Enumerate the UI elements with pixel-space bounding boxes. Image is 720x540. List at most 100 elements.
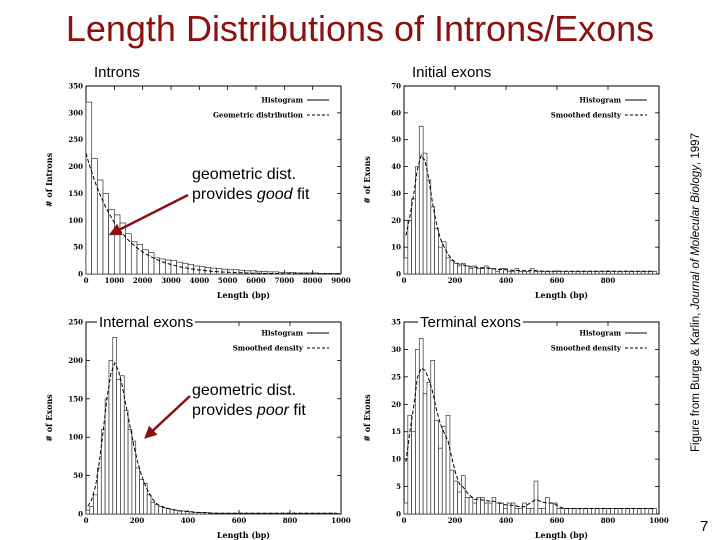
y-tick-label: 60 [391,108,401,117]
y-tick-label: 25 [391,372,401,381]
histogram-bar [629,508,634,515]
histogram-bar [130,241,138,275]
histogram-bar [441,425,447,515]
y-tick-label: 50 [73,243,83,252]
histogram-bar [411,198,416,275]
y-tick-label: 150 [68,189,83,198]
histogram-bar [93,494,98,515]
histogram-bar [91,158,98,275]
histogram-bar [173,509,179,515]
annotation-poor-line1: geometric dist. [192,382,297,399]
x-tick-label: 9000 [331,276,351,285]
histogram-bar [453,480,458,515]
x-tick-label: 800 [601,276,616,285]
density-curve [87,361,337,514]
annotation-good-line2: provides good fit [192,186,310,203]
histogram-bar [158,505,163,515]
x-axis-label: Length (bp) [535,290,588,300]
y-tick-label: 250 [68,318,83,327]
x-tick-label: 200 [448,516,463,525]
x-tick-label: 200 [448,276,463,285]
y-tick-label: 5 [396,482,401,491]
x-tick-label: 4000 [190,276,210,285]
histogram-bar [468,268,474,275]
histogram-bar [192,512,198,515]
histogram-bar [185,511,190,515]
chart-panel-0: 0 50 100 150 200 250 300 350 0 1000 2000 3000 4000 50… [44,82,351,301]
histogram-bar [430,206,435,275]
histogram-bar [407,219,413,275]
histogram-bar [506,270,512,275]
x-tick-label: 1000 [105,276,125,285]
histogram-bar [131,440,137,515]
y-tick-label: 350 [68,82,83,91]
figure-credit: Figure from Burge & Karlin, Journal of M… [690,133,702,452]
histogram-bar [529,268,535,275]
histogram-bar [625,508,631,515]
histogram-bar [526,508,531,515]
histogram-bar [464,497,470,515]
histogram-bar [85,101,93,275]
y-axis-label: # of Introns [44,152,54,207]
x-axis-label: Length (bp) [217,530,270,540]
y-tick-label: 20 [391,400,401,409]
x-tick-label: 800 [283,516,298,525]
histogram-bar [464,265,470,275]
x-tick-label: 3000 [161,276,181,285]
histogram-bar [176,261,183,275]
histogram-bar [606,508,611,515]
legend-label: Histogram [579,96,621,105]
histogram-bar [461,475,466,515]
histogram-bar [418,125,424,275]
y-axis-label: # of Exons [362,394,372,442]
annotation-poor-fit: geometric dist. provides poor fit [192,381,306,421]
y-tick-label: 20 [391,216,401,225]
histogram-bar [587,508,592,515]
histogram-bar [85,509,91,515]
histogram-bar [108,360,114,515]
histogram-bar [135,467,140,515]
histogram-bar [468,497,474,515]
x-tick-label: 2000 [133,276,153,285]
annotation-good-emphasis: good [256,186,293,203]
histogram-bar [165,508,171,515]
x-tick-label: 8000 [303,276,323,285]
histogram-bar [571,508,577,515]
x-tick-label: 400 [499,516,514,525]
y-tick-label: 200 [68,356,83,365]
y-tick-label: 200 [68,162,83,171]
histogram-bar [518,270,523,275]
annotation-good-line1: geometric dist. [192,166,297,183]
histogram-bar [652,270,657,275]
histogram-bar [142,249,149,275]
panel-label-internal-exons: Internal exons [97,314,196,331]
histogram-bar [116,379,121,515]
histogram-bar [533,480,539,515]
panel-label-introns: Introns [92,64,142,81]
histogram-bar [545,497,550,515]
x-tick-label: 800 [601,516,616,525]
x-tick-label: 1000 [649,516,669,525]
y-tick-label: 100 [68,433,83,442]
histogram-bar [568,508,573,515]
histogram-bar [457,491,462,515]
histogram-bar [648,508,653,515]
chart-panel-1: 0 10 20 30 40 50 60 70 0 200 400 600 800 Histogram Smo… [362,82,660,300]
histogram-bar [483,265,489,275]
histogram-bar [487,268,493,275]
y-tick-label: 50 [391,135,401,144]
histogram-bar [472,502,478,515]
histogram-bar [238,269,246,275]
y-tick-label: 0 [396,510,401,519]
y-tick-label: 0 [396,270,401,279]
histogram-bar [633,508,638,515]
arrow-good-fit [108,193,189,236]
histogram-bar [495,270,500,275]
histogram-bar [146,494,152,515]
histogram-bar [123,409,129,515]
histogram-bar [640,508,646,515]
histogram-bar [403,257,409,275]
legend-label: Histogram [261,96,303,105]
x-axis-label: Length (bp) [217,290,270,300]
histogram-bar [548,502,554,515]
